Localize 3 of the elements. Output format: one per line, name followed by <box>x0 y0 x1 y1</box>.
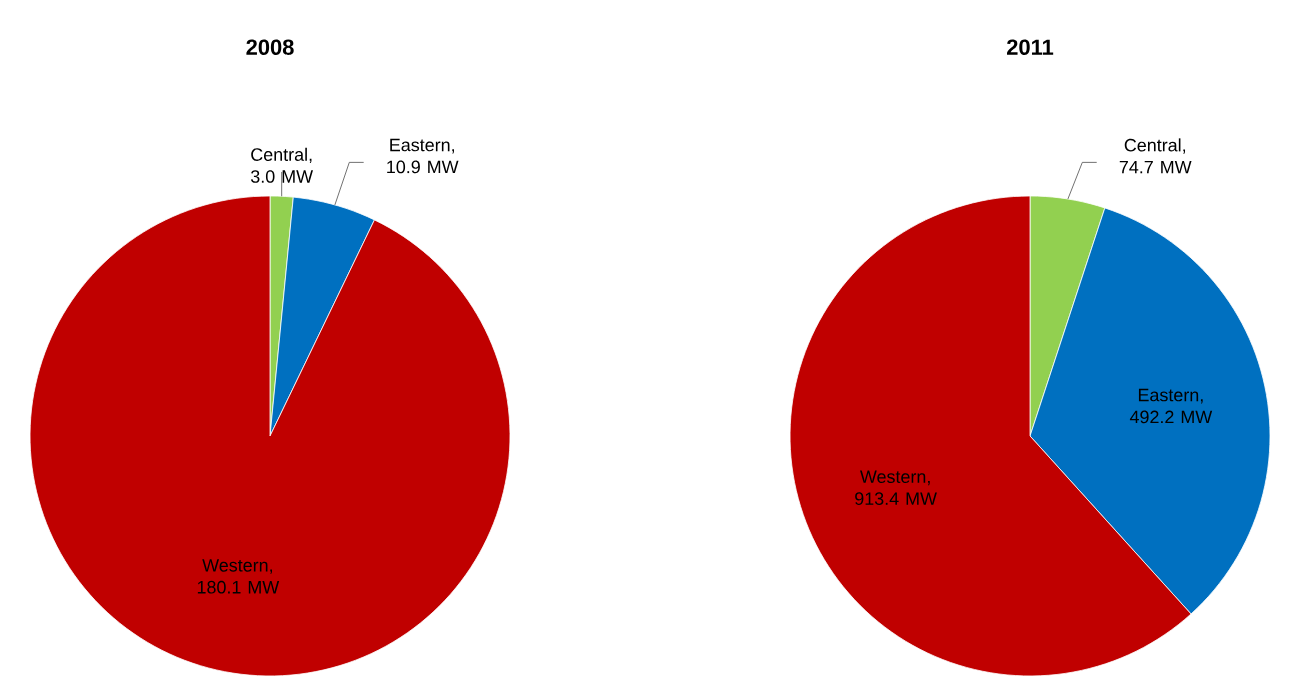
chart-title: 2011 <box>1007 39 1054 55</box>
slice-label: Eastern <box>1138 388 1199 402</box>
chart-title: 2008 <box>246 39 294 55</box>
